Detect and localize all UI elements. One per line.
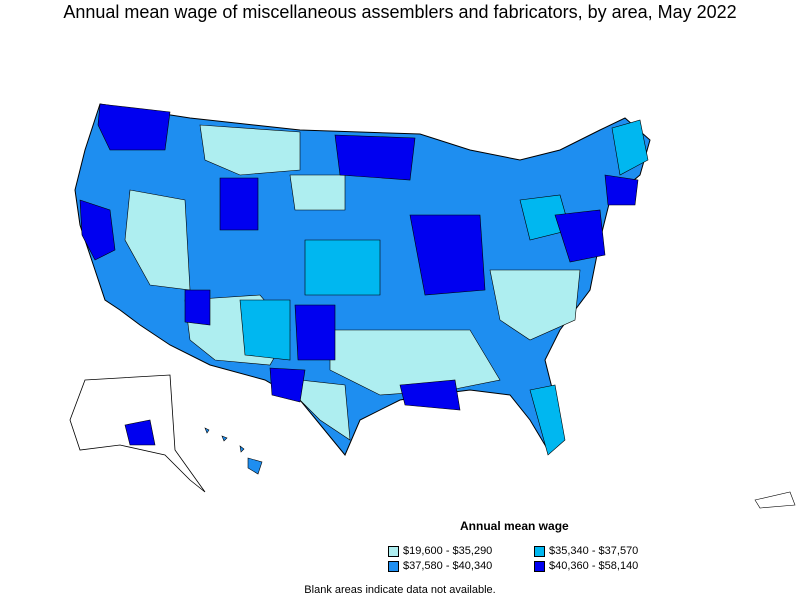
region-mountain-west-light <box>124 189 191 291</box>
puerto-rico <box>754 491 796 509</box>
legend-item-1: $19,600 - $35,290 <box>388 545 492 557</box>
region-dakota-light <box>289 174 346 211</box>
region-wyoming-blue <box>219 177 259 231</box>
footnote: Blank areas indicate data not available. <box>304 584 496 596</box>
region-new-england-blue <box>604 174 639 206</box>
legend-label-4: $40,360 - $58,140 <box>549 560 639 572</box>
region-montana-light <box>199 124 301 176</box>
legend-swatch-3 <box>388 560 399 572</box>
region-texas-west-blue <box>294 304 336 361</box>
region-minnesota-blue <box>334 134 416 181</box>
legend-item-2: $35,340 - $37,570 <box>534 545 638 557</box>
region-maine-cyan <box>611 119 649 176</box>
region-plains-cyan <box>304 239 381 296</box>
legend-swatch-1 <box>388 545 399 557</box>
region-florida-cyan <box>529 384 566 456</box>
region-texas-bigbend-blue <box>269 367 306 403</box>
region-new-mexico-blue <box>184 289 211 326</box>
region-louisiana-blue <box>399 379 461 411</box>
region-arizona-cyan <box>239 299 291 361</box>
region-washington-blue <box>97 103 171 151</box>
legend-swatch-2 <box>534 545 545 557</box>
legend-label-1: $19,600 - $35,290 <box>403 545 493 557</box>
region-northeast-blue <box>554 209 606 263</box>
hawaii-islands <box>204 427 263 475</box>
map-title: Annual mean wage of miscellaneous assemb… <box>63 2 737 22</box>
alaska-region-blue <box>124 419 156 446</box>
legend-label-3: $37,580 - $40,340 <box>403 560 493 572</box>
legend-swatch-4 <box>534 560 545 572</box>
region-midwest-blue <box>409 214 486 296</box>
legend-label-2: $35,340 - $37,570 <box>549 545 639 557</box>
region-california-blue <box>79 199 116 261</box>
legend-item-4: $40,360 - $58,140 <box>534 560 638 572</box>
region-southeast-light <box>489 269 581 341</box>
legend-item-3: $37,580 - $40,340 <box>388 560 492 572</box>
legend-title: Annual mean wage <box>460 519 569 533</box>
